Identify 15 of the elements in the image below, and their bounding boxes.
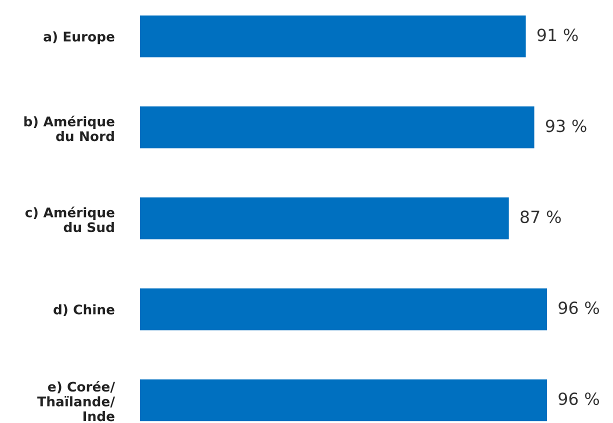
data-label: 96 %: [558, 302, 600, 314]
y-tick-label: d) Chine: [54, 304, 114, 316]
y-tick-label: a) Europe: [44, 31, 114, 44]
bar: [140, 288, 547, 330]
data-label: 93 %: [546, 120, 586, 132]
data-label: 96 %: [558, 392, 600, 406]
y-tick-label: c) Amérique du Sud: [25, 206, 114, 232]
y-tick-label: e) Corée/ Thaïlande/ Inde: [37, 380, 115, 422]
data-label: 91 %: [537, 28, 578, 42]
data-label: 87 %: [520, 210, 561, 224]
bar: [140, 106, 534, 148]
bar: [140, 197, 509, 240]
y-tick-label: b) Amérique du Nord: [24, 116, 114, 142]
bar: [140, 15, 526, 58]
bar: [140, 379, 547, 422]
